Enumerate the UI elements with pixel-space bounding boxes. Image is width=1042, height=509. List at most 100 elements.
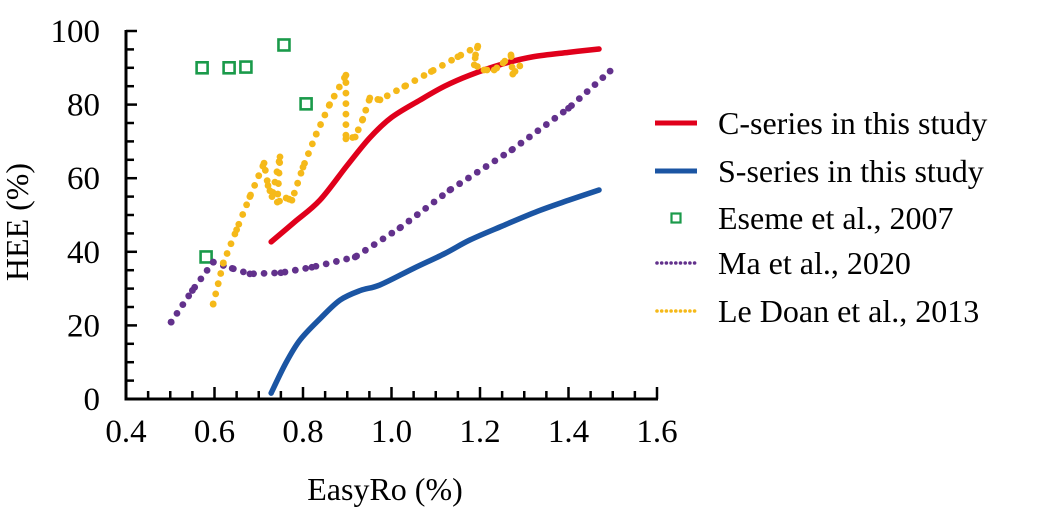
x-tick-label: 1.4 [548,414,589,450]
series-s-series-in-this-study [268,187,602,396]
line-dot [361,246,369,254]
line-dot [448,56,455,64]
x-tick-label: 0.8 [282,414,323,450]
data-point [308,263,316,271]
line-dot [239,211,247,218]
data-point [351,133,359,141]
data-point-square [239,60,253,74]
data-point [490,66,498,74]
line-dot [551,114,559,122]
y-axis-title: HEE (%) [0,163,35,281]
data-point [273,198,281,206]
line-dot [185,292,193,300]
line-dot [393,87,400,95]
legend-item-c-series-in-this-study: C-series in this study [655,105,987,141]
data-point [454,53,462,61]
legend-label: S-series in this study [718,153,984,189]
line-dot [422,204,430,212]
y-tick-label: 100 [51,14,101,50]
legend-swatch-dot [692,261,697,265]
legend-label: Eseme et al., 2007 [718,200,953,236]
data-point [209,258,217,266]
line-dot [335,83,343,91]
x-tick-label: 0.6 [194,414,235,450]
data-point [342,71,350,79]
y-tick-label: 60 [67,161,100,197]
line-dot [197,275,205,283]
line-dot [430,198,438,206]
series-line-c-series-in-this-study [268,46,602,245]
line-dot [583,88,591,96]
data-point [228,264,236,272]
data-point [366,94,374,102]
legend: C-series in this study S-series in this s… [655,105,987,329]
line-dot [330,92,338,100]
series-eseme-et-al-2007 [195,38,313,264]
line-dot [317,121,324,128]
legend-label: C-series in this study [718,105,987,141]
legend-swatch-dot [669,261,673,265]
line-dot [179,301,187,309]
legend-swatch-dot [659,261,664,265]
line-dot [342,110,350,118]
legend-label: Ma et al., 2020 [718,245,911,281]
line-dot [420,72,428,79]
line-dot [500,151,508,159]
line-dot [542,121,550,128]
legend-swatch-dot [664,309,669,313]
data-point [246,193,254,201]
line-dot [322,260,330,268]
line-dot [491,157,499,165]
line-dot [354,126,362,134]
legend-swatch-dot [692,309,697,313]
data-point [507,51,515,59]
legend-item-s-series-in-this-study: S-series in this study [655,153,984,189]
line-dot [275,169,283,177]
data-point [312,130,320,138]
y-tick-label: 0 [84,382,101,418]
data-point [508,146,516,154]
data-point [282,194,290,202]
line-dot [321,111,329,119]
line-dot [223,250,231,257]
line-dot [517,139,525,147]
line-dot [411,77,419,85]
data-point [233,226,241,234]
legend-swatch-dot [659,309,664,313]
line-dot [308,140,316,148]
legend-swatch-dot [669,309,673,313]
series-c-series-in-this-study [268,46,602,245]
x-tick-label: 0.4 [105,414,146,450]
x-axis-title: EasyRo (%) [307,471,463,507]
line-dot [591,81,599,89]
data-point [277,269,285,277]
legend-swatch-square [670,212,682,224]
line-dot [466,46,474,54]
line-dot [575,95,583,103]
data-point [264,182,272,189]
series-ma-et-al-2020 [167,67,614,326]
line-dot [214,280,222,288]
line-dot [276,159,284,167]
line-dot [261,166,269,174]
legend-swatch-dot [683,309,687,313]
line-dot [274,190,282,198]
data-point [359,115,367,123]
line-dot [526,133,533,141]
line-dot [290,189,298,197]
line-dot [212,290,220,298]
line-dot [438,192,446,200]
legend-swatch-dot [683,261,687,265]
data-point [565,104,572,112]
legend-item-ma-et-al-2020: Ma et al., 2020 [655,245,911,281]
legend-label: Le Doan et al., 2013 [718,293,979,329]
legend-swatch-dot [674,309,678,313]
data-point [276,153,284,161]
y-tick-label: 20 [67,308,100,344]
x-tick-label: 1.0 [371,414,412,450]
data-point [219,259,227,267]
line-dot [173,309,181,317]
legend-swatch-dot [674,261,678,265]
data-point [246,270,254,278]
